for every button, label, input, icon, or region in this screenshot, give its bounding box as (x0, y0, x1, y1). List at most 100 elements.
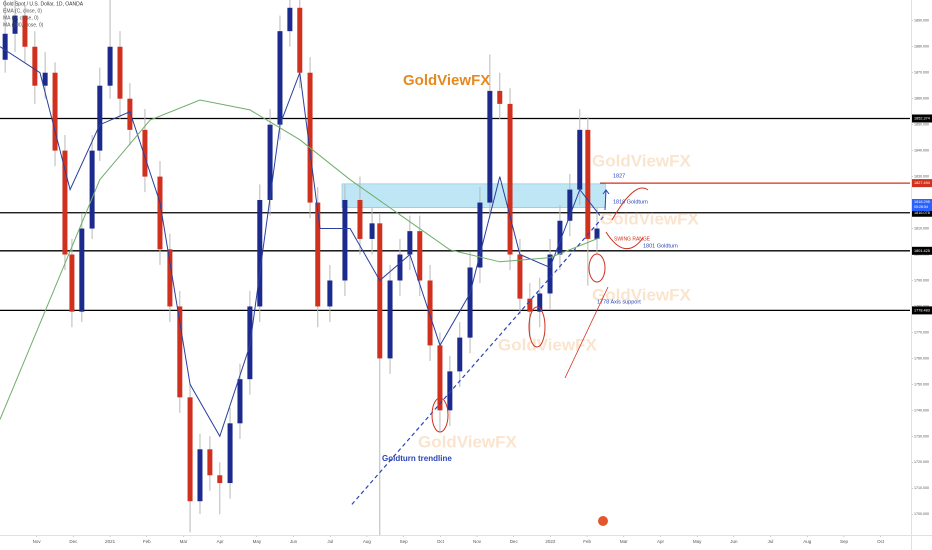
candle-body (387, 280, 393, 359)
candle-body (52, 72, 58, 151)
moving-average (0, 99, 601, 420)
x-tick-label: May (253, 539, 262, 544)
candle-body (127, 98, 133, 130)
candle-body (407, 231, 413, 255)
candle-body (277, 31, 283, 125)
x-tick-label: May (693, 539, 702, 544)
y-tick-label: 1890.000 (914, 19, 929, 23)
countdown: 05:28:54 (914, 205, 928, 209)
candle-body (62, 150, 68, 255)
flag-icon (598, 516, 608, 526)
axis-border (911, 0, 912, 550)
chart-title: Gold Spot / U.S. Dollar, 1D, OANDA (3, 1, 84, 7)
candle-body (315, 202, 321, 307)
candle-body (447, 371, 453, 411)
candle-body (369, 223, 375, 239)
x-tick-label: Sep (400, 539, 409, 544)
y-tick-label: 1710.000 (914, 486, 929, 490)
candle-body (507, 103, 513, 255)
x-tick-label: Apr (217, 539, 225, 544)
candle-body (107, 46, 113, 86)
candle-body (257, 199, 263, 307)
level-note: 1801 Goldturn (643, 243, 678, 249)
x-tick-label: Dec (510, 539, 519, 544)
swing-note: SWING RANGE (614, 236, 651, 242)
level-label: 1778.483 (914, 308, 930, 312)
level-tag (912, 306, 932, 315)
drawings (431, 187, 649, 433)
candle-body (517, 254, 523, 299)
arrow (602, 189, 610, 211)
candle-body (357, 199, 363, 239)
candle-body (585, 129, 591, 239)
x-tick-label: Sep (840, 539, 849, 544)
candle-body (497, 90, 503, 104)
level-tag (912, 246, 932, 255)
candle-body (167, 249, 173, 307)
candle-body (22, 15, 28, 47)
y-tick-label: 1880.000 (914, 45, 929, 49)
candle-body (217, 475, 223, 484)
legend-entry: MA (C, close, 0) (3, 15, 39, 21)
watermark: GoldViewFX (600, 209, 700, 228)
level-label: 1827.494 (914, 181, 930, 185)
level-tag (912, 208, 932, 217)
circle (431, 397, 449, 433)
arrow (564, 286, 609, 379)
circle (588, 253, 606, 283)
y-tick-label: 1830.000 (914, 175, 929, 179)
curved-arrow (611, 187, 649, 221)
candle-body (527, 298, 533, 312)
candle-body (487, 90, 493, 203)
candle-body (417, 231, 423, 281)
candle-body (177, 306, 183, 398)
candle-body (467, 267, 473, 338)
candle-body (89, 150, 95, 229)
trendline (351, 214, 606, 505)
y-tick-label: 1860.000 (914, 97, 929, 101)
x-tick-label: Dec (69, 539, 78, 544)
y-tick-label: 1810.000 (914, 226, 929, 230)
candle-body (457, 337, 463, 372)
candle-body (157, 176, 163, 250)
last-price: 1818.295 (914, 200, 930, 204)
candle-body (117, 46, 123, 99)
candle-body (237, 379, 243, 424)
candle-body (79, 228, 85, 312)
y-tick-label: 1790.000 (914, 278, 929, 282)
level-note: 1778 Axis support (597, 299, 641, 305)
x-tick-label: Jun (730, 539, 738, 544)
legend-entry: EMA (C, close, 0) (3, 8, 42, 14)
moving-average (0, 46, 601, 438)
candle-body (297, 7, 303, 73)
price-tag (912, 199, 932, 212)
level-label: 1816.078 (914, 211, 930, 215)
curved-arrow (605, 231, 644, 249)
candle-body (267, 124, 273, 200)
candle-body (567, 189, 573, 221)
x-tick-label: Oct (877, 539, 885, 544)
level-tag (912, 114, 932, 123)
candle-body (142, 129, 148, 177)
x-tick-label: Nov (473, 539, 482, 544)
candle-body (327, 280, 333, 307)
y-tick-label: 1850.000 (914, 123, 929, 127)
y-tick-label: 1770.000 (914, 330, 929, 334)
candle-body (307, 72, 313, 203)
y-tick-label: 1700.000 (914, 512, 929, 516)
x-tick-label: Jun (290, 539, 298, 544)
candle-body (187, 397, 193, 502)
level-tag (912, 179, 932, 188)
x-tick-label: Oct (437, 539, 445, 544)
x-tick-label: Jul (327, 539, 333, 544)
candle-body (557, 220, 563, 255)
candle-body (477, 202, 483, 268)
level-label: 1801.425 (914, 249, 930, 253)
x-tick-label: Mar (180, 539, 188, 544)
level-note: 1827 (613, 173, 625, 179)
candle-body (377, 223, 383, 359)
candle-body (342, 199, 348, 281)
candle-body (69, 254, 75, 312)
candle-body (42, 72, 48, 86)
x-tick-label: Feb (143, 539, 151, 544)
